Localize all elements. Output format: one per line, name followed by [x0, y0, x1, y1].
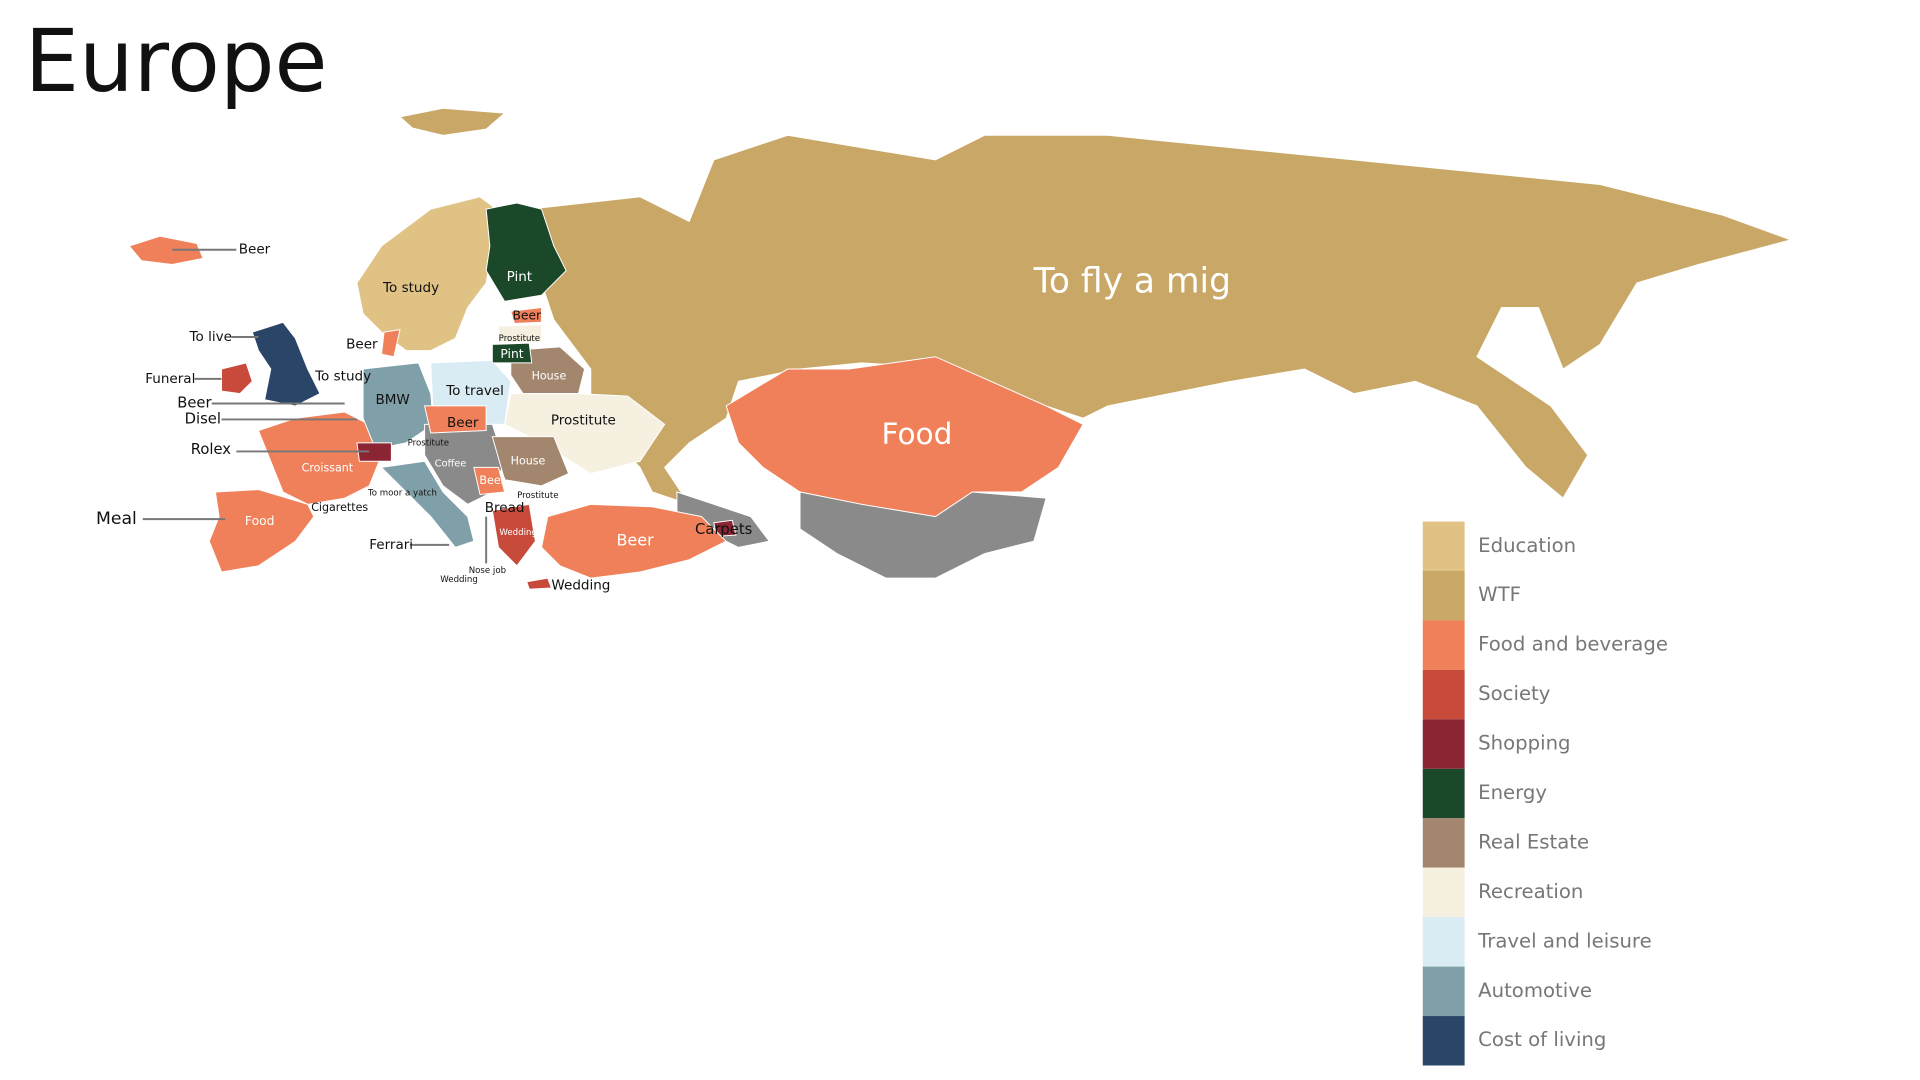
italy [380, 460, 475, 548]
regions [128, 107, 1793, 590]
legend-label: Automotive [1478, 979, 1592, 1002]
map-label: Carpets [695, 521, 752, 538]
svalbard [398, 107, 506, 136]
legend-swatch [1422, 1016, 1465, 1066]
map-label: Beer [616, 531, 654, 550]
map-label: To live [189, 329, 232, 345]
scandinavia [356, 196, 506, 352]
map-label: Prostitute [499, 334, 540, 344]
legend-swatch [1422, 570, 1465, 621]
legend-swatch [1422, 719, 1465, 769]
map-label: Beer [239, 242, 271, 258]
map-label: Wedding [440, 575, 478, 585]
map-label: To travel [445, 383, 504, 399]
france [257, 411, 383, 505]
central-asia [799, 491, 1047, 579]
greece [491, 503, 536, 567]
germany [362, 362, 434, 450]
map-label: Rolex [191, 441, 232, 458]
map-label: House [511, 454, 546, 467]
legend-label: Recreation [1478, 880, 1583, 903]
cyprus [526, 577, 553, 590]
legend-swatch [1422, 768, 1465, 819]
legend-swatch [1422, 917, 1465, 967]
legend-label: Cost of living [1478, 1028, 1606, 1051]
switzerland [356, 442, 392, 462]
map-label: Meal [96, 509, 137, 529]
legend-swatch [1422, 620, 1465, 670]
map-label: To moor a yatch [367, 489, 437, 499]
map-label: Beer [346, 336, 378, 352]
legend-label: WTF [1478, 583, 1521, 606]
map-label: Ferrari [369, 537, 413, 553]
turkey [541, 503, 727, 579]
legend-label: Travel and leisure [1477, 929, 1652, 952]
map-label: Nose job [469, 566, 506, 576]
map-label: Pint [507, 269, 532, 285]
map-label: Wedding [499, 528, 537, 538]
map-label: To study [382, 280, 439, 296]
ireland [221, 362, 253, 395]
legend-swatch [1422, 521, 1465, 571]
russia [528, 134, 1793, 506]
legend-label: Education [1478, 534, 1576, 557]
map-label: House [532, 369, 567, 382]
map-label: Pint [500, 347, 523, 361]
map-label: Wedding [551, 578, 610, 594]
legend-label: Real Estate [1478, 830, 1589, 853]
legend-label: Food and beverage [1478, 633, 1668, 656]
map-title: Europe [25, 12, 328, 112]
map-label: Beer [177, 394, 212, 411]
map-label: To study [314, 368, 371, 384]
iberia [208, 489, 315, 573]
iceland [128, 235, 204, 265]
map-label: Prostitute [551, 413, 616, 429]
map-label: Prostitute [408, 438, 449, 448]
map-label: To fly a mig [1033, 261, 1231, 301]
ukraine [504, 393, 666, 475]
lithuania [491, 342, 533, 364]
serbia [473, 466, 506, 496]
leader-lines [142, 248, 488, 564]
uk [251, 321, 321, 407]
legend-label: Shopping [1478, 732, 1570, 755]
estonia [510, 306, 543, 325]
czechia [423, 405, 487, 434]
map-label: Beer [479, 474, 505, 487]
finland [485, 202, 567, 302]
romania [491, 436, 570, 487]
map-label: Cigarettes [311, 501, 368, 514]
legend-label: Society [1478, 682, 1551, 705]
legend-swatch [1422, 966, 1465, 1017]
map-label: Funeral [145, 371, 195, 387]
legend-swatch [1422, 669, 1465, 720]
legend: Education WTF Food and beverage Society Shop… [1422, 521, 1668, 1066]
map-label: Beer [512, 309, 542, 323]
map-label: Food [882, 417, 953, 451]
map-label: Bread [485, 500, 525, 516]
map-label: Croissant [302, 462, 354, 475]
map-label: Coffee [435, 459, 467, 470]
map-label: BMW [375, 392, 409, 408]
legend-label: Energy [1478, 781, 1547, 804]
map-labels: To fly a mig Food Beer To study Pint Bee… [96, 242, 1231, 594]
legend-swatch [1422, 867, 1465, 918]
map-label: Prostitute [517, 491, 558, 501]
map-label: Beer [447, 415, 479, 431]
legend-swatch [1422, 818, 1465, 868]
latvia [497, 324, 543, 343]
denmark [380, 329, 401, 358]
map-label: Disel [185, 410, 221, 427]
kazakhstan [725, 356, 1084, 518]
map-label: Food [245, 514, 275, 528]
